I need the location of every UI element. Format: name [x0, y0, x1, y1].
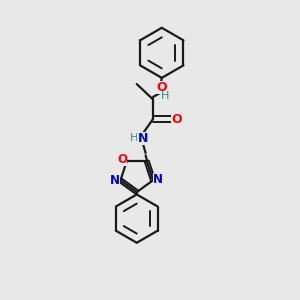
Text: O: O	[157, 81, 167, 94]
Text: O: O	[172, 112, 182, 126]
Text: H: H	[161, 92, 170, 101]
Text: H: H	[130, 133, 139, 143]
Text: N: N	[137, 132, 148, 145]
Text: N: N	[153, 173, 163, 186]
Text: O: O	[117, 153, 127, 166]
Text: N: N	[110, 174, 120, 187]
